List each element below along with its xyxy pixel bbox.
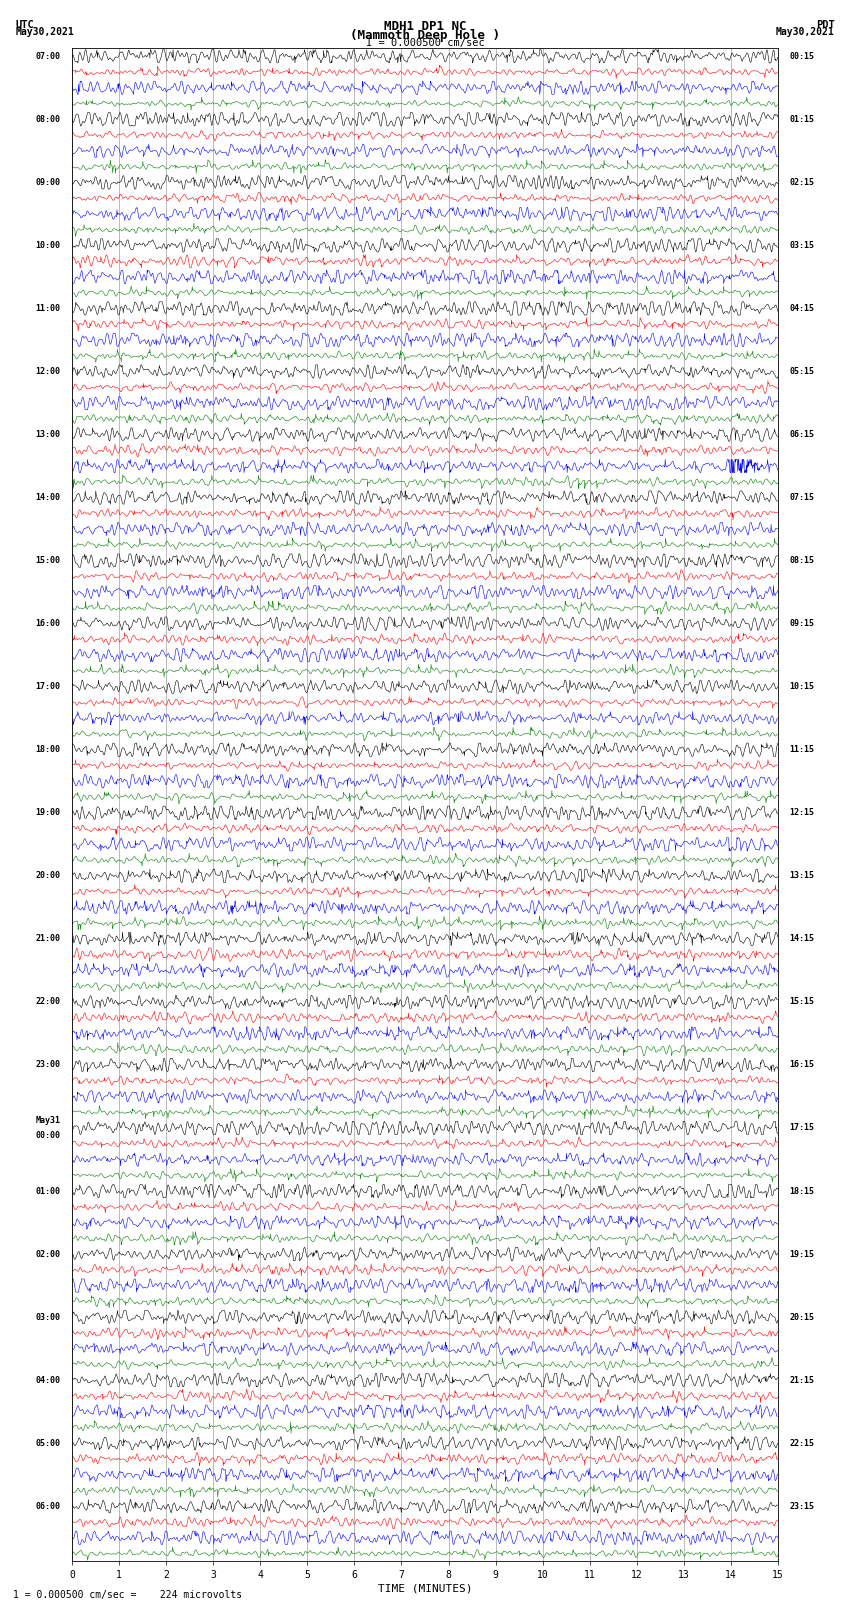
Text: 00:00: 00:00 [36,1131,60,1140]
Text: 05:15: 05:15 [790,368,814,376]
Text: 03:15: 03:15 [790,240,814,250]
Text: 18:15: 18:15 [790,1187,814,1195]
Text: 17:15: 17:15 [790,1124,814,1132]
Text: I = 0.000500 cm/sec: I = 0.000500 cm/sec [366,37,484,48]
Text: 12:15: 12:15 [790,808,814,818]
Text: 07:00: 07:00 [36,52,60,61]
Text: 04:15: 04:15 [790,303,814,313]
Text: 17:00: 17:00 [36,682,60,692]
Text: (Mammoth Deep Hole ): (Mammoth Deep Hole ) [350,29,500,42]
Text: 14:15: 14:15 [790,934,814,944]
Text: 19:00: 19:00 [36,808,60,818]
Text: 00:15: 00:15 [790,52,814,61]
Text: 08:15: 08:15 [790,556,814,565]
Text: 09:00: 09:00 [36,177,60,187]
Text: 16:00: 16:00 [36,619,60,627]
Text: 09:15: 09:15 [790,619,814,627]
Text: 08:00: 08:00 [36,115,60,124]
Text: 23:15: 23:15 [790,1502,814,1511]
Text: 15:15: 15:15 [790,997,814,1007]
Text: 21:15: 21:15 [790,1376,814,1384]
Text: 23:00: 23:00 [36,1060,60,1069]
Text: 1 = 0.000500 cm/sec =    224 microvolts: 1 = 0.000500 cm/sec = 224 microvolts [13,1590,242,1600]
Text: 15:00: 15:00 [36,556,60,565]
Text: 22:00: 22:00 [36,997,60,1007]
Text: 11:15: 11:15 [790,745,814,755]
Text: 19:15: 19:15 [790,1250,814,1258]
Text: 22:15: 22:15 [790,1439,814,1448]
Text: 07:15: 07:15 [790,494,814,502]
Text: 03:00: 03:00 [36,1313,60,1321]
Text: 06:15: 06:15 [790,431,814,439]
Text: 18:00: 18:00 [36,745,60,755]
Text: May30,2021: May30,2021 [776,27,835,37]
Text: PDT: PDT [816,19,835,31]
Text: 12:00: 12:00 [36,368,60,376]
Text: 06:00: 06:00 [36,1502,60,1511]
Text: May30,2021: May30,2021 [15,27,74,37]
Text: 13:00: 13:00 [36,431,60,439]
Text: 21:00: 21:00 [36,934,60,944]
Text: 10:15: 10:15 [790,682,814,692]
Text: 04:00: 04:00 [36,1376,60,1384]
Text: 01:00: 01:00 [36,1187,60,1195]
Text: 13:15: 13:15 [790,871,814,881]
Text: UTC: UTC [15,19,34,31]
Text: 16:15: 16:15 [790,1060,814,1069]
Text: 14:00: 14:00 [36,494,60,502]
Text: May31: May31 [36,1116,60,1124]
Text: 02:00: 02:00 [36,1250,60,1258]
Text: 11:00: 11:00 [36,303,60,313]
Text: 10:00: 10:00 [36,240,60,250]
X-axis label: TIME (MINUTES): TIME (MINUTES) [377,1584,473,1594]
Text: 20:00: 20:00 [36,871,60,881]
Text: MDH1 DP1 NC: MDH1 DP1 NC [383,19,467,34]
Text: 20:15: 20:15 [790,1313,814,1321]
Text: 01:15: 01:15 [790,115,814,124]
Text: 05:00: 05:00 [36,1439,60,1448]
Text: 02:15: 02:15 [790,177,814,187]
